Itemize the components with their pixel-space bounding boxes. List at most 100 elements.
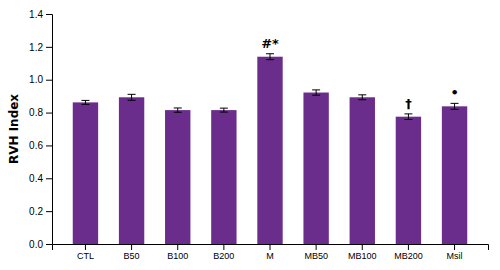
y-tick-mark <box>46 80 52 81</box>
y-tick-label: 1.4 <box>29 9 43 20</box>
y-tick-mark <box>46 47 52 48</box>
y-tick: 0.2 <box>29 206 52 217</box>
x-tick-mark <box>177 244 178 250</box>
x-tick: CTL <box>77 244 94 261</box>
y-tick-label: 1.0 <box>29 74 43 85</box>
x-tick-mark <box>408 244 409 250</box>
x-tick-mark <box>223 244 224 250</box>
bar <box>396 117 421 244</box>
error-bar <box>128 94 136 100</box>
error-bar-cap <box>358 99 366 100</box>
error-bar-cap <box>81 100 89 101</box>
y-tick-mark <box>46 211 52 212</box>
x-tick-label: MB100 <box>348 251 377 261</box>
error-bar <box>404 114 412 120</box>
y-tick-label: 0.8 <box>29 107 43 118</box>
x-tick-mark <box>85 244 86 250</box>
x-tick: MB100 <box>348 244 377 261</box>
chart: CTLB50B100B200MMB50MB100MB200Msil0.00.20… <box>0 0 500 270</box>
error-bar-cap <box>174 107 182 108</box>
error-bar-cap <box>404 119 412 120</box>
y-tick-mark <box>46 113 52 114</box>
bar <box>119 97 144 244</box>
error-bar-stem <box>223 108 224 112</box>
error-bar-stem <box>316 90 317 95</box>
x-axis: CTL B50 B100 B200 M MB50 MB100 MB200 Msil <box>53 244 489 261</box>
bar <box>303 93 328 244</box>
error-bar <box>174 108 182 112</box>
x-tick: MB50 <box>304 244 328 261</box>
error-bar-stem <box>177 108 178 112</box>
error-bar <box>312 90 320 95</box>
error-bar <box>220 108 228 112</box>
x-tick: Msil <box>447 244 463 261</box>
x-tick-mark <box>454 244 455 250</box>
error-bar-cap <box>128 94 136 95</box>
marks <box>73 54 467 244</box>
annotations: #* † • <box>261 36 459 111</box>
y-tick: 0.4 <box>29 173 52 184</box>
x-tick-mark <box>316 244 317 250</box>
y-tick: 1.4 <box>29 9 52 20</box>
y-tick: 0.6 <box>29 140 52 151</box>
x-tick-label: Msil <box>447 251 463 261</box>
x-tick-mark <box>362 244 363 250</box>
axis-domain <box>46 15 53 245</box>
y-tick: 0.8 <box>29 107 52 118</box>
error-bar-cap <box>220 112 228 113</box>
y-axis-title: RVH Index <box>7 94 21 164</box>
x-tick-label: M <box>266 251 274 261</box>
y-tick-label: 1.2 <box>29 42 43 53</box>
error-bar-cap <box>128 100 136 101</box>
error-bar-stem <box>362 95 363 100</box>
x-tick-label: MB50 <box>304 251 328 261</box>
axis-domain <box>53 245 489 251</box>
x-tick-label: MB200 <box>394 251 423 261</box>
error-bar <box>266 54 274 60</box>
y-tick-mark <box>46 178 52 179</box>
error-bar-cap <box>266 59 274 60</box>
error-bar-stem <box>454 103 455 109</box>
bar <box>73 102 98 244</box>
annotation: † <box>405 96 412 111</box>
y-tick-label: 0.4 <box>29 173 43 184</box>
y-tick: 1.0 <box>29 74 52 85</box>
annotation: • <box>450 85 458 100</box>
error-bar-stem <box>270 54 271 60</box>
annotation: #* <box>261 36 279 51</box>
x-tick: B200 <box>213 244 234 261</box>
error-bar-cap <box>312 95 320 96</box>
error-bar-stem <box>408 114 409 120</box>
error-bar-cap <box>174 112 182 113</box>
error-bar-cap <box>451 103 459 104</box>
error-bar-cap <box>404 113 412 114</box>
x-tick: B100 <box>167 244 188 261</box>
error-bar-stem <box>131 94 132 100</box>
error-bar-cap <box>81 104 89 105</box>
x-tick-mark <box>270 244 271 250</box>
bar <box>165 110 190 244</box>
y-tick-label: 0.2 <box>29 206 43 217</box>
x-tick: M <box>266 244 274 261</box>
plot: CTLB50B100B200MMB50MB100MB200Msil0.00.20… <box>29 9 488 262</box>
y-tick-mark <box>46 14 52 15</box>
error-bar-cap <box>220 108 228 109</box>
x-tick-label: B200 <box>213 251 234 261</box>
error-bar-cap <box>312 89 320 90</box>
bar <box>442 106 467 244</box>
y-tick-mark <box>46 145 52 146</box>
x-tick: B50 <box>124 244 140 261</box>
x-tick-label: B50 <box>124 251 140 261</box>
bar <box>257 57 282 244</box>
error-bar-stem <box>85 100 86 104</box>
bar <box>350 97 375 244</box>
error-bar-cap <box>451 109 459 110</box>
error-bar <box>451 103 459 109</box>
error-bar <box>81 100 89 104</box>
x-tick-label: B100 <box>167 251 188 261</box>
error-bar <box>358 95 366 100</box>
y-axis: 0.00.20.40.60.81.01.21.4 <box>29 9 52 250</box>
error-bar-cap <box>266 53 274 54</box>
error-bar-cap <box>358 94 366 95</box>
y-tick-label: 0.6 <box>29 140 43 151</box>
